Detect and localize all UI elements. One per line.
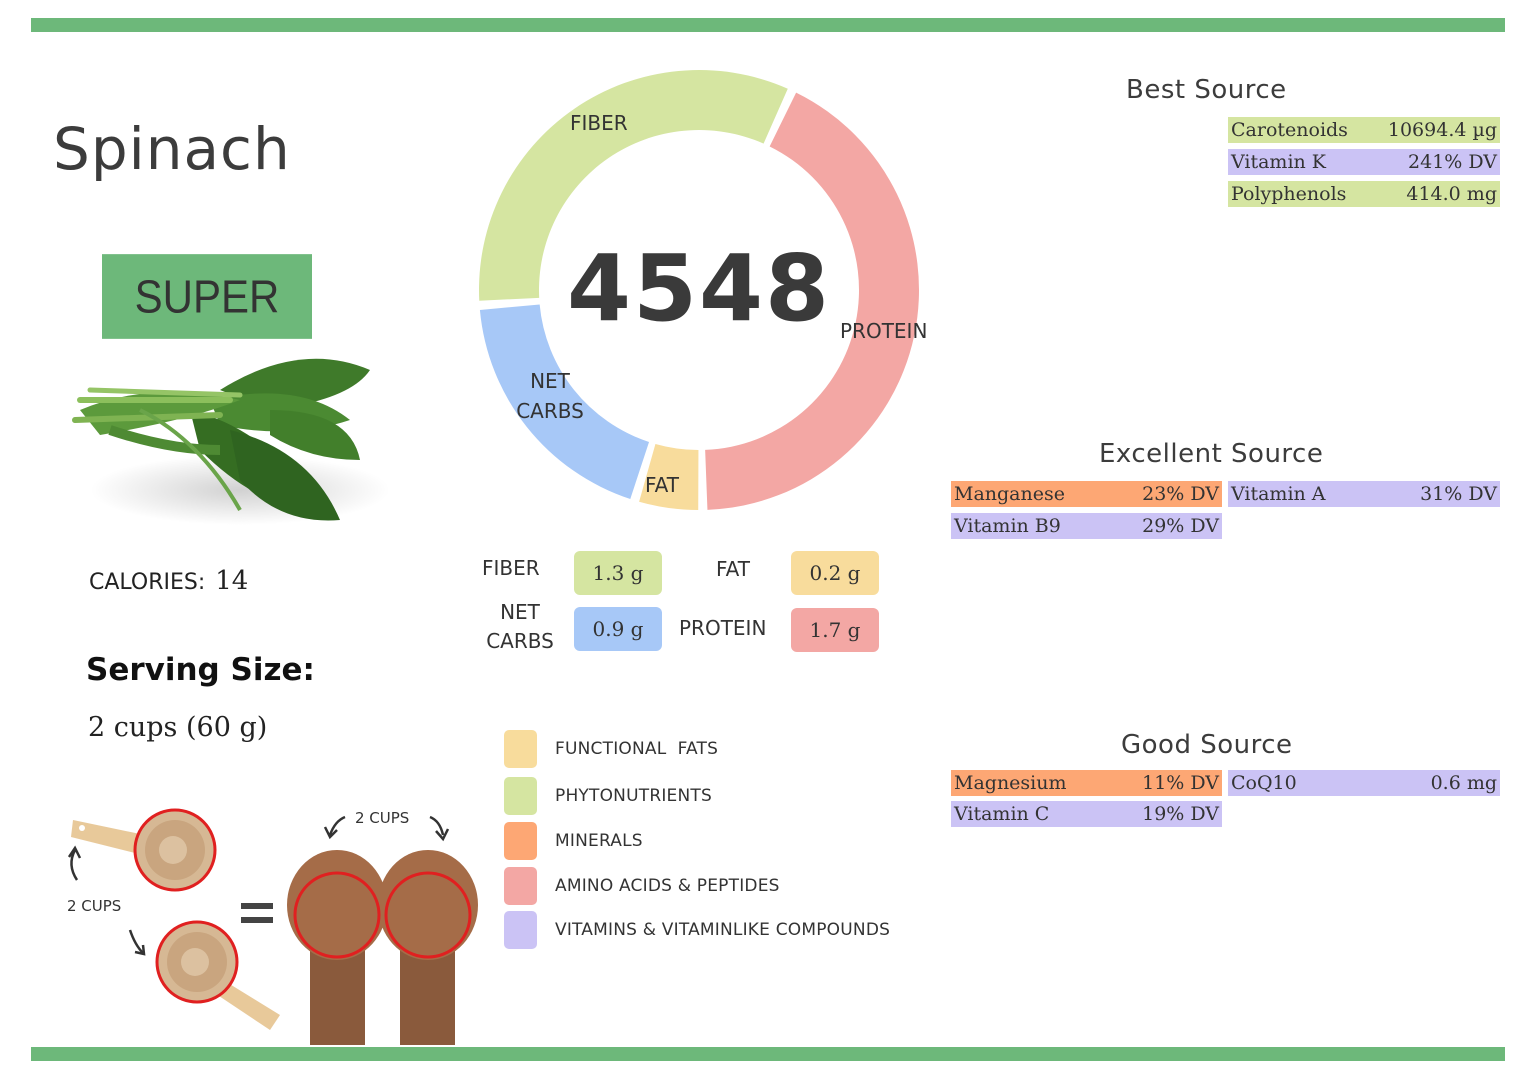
nutrient-row: Manganese 23% DV — [951, 481, 1222, 507]
calories-label: CALORIES: — [89, 570, 206, 595]
legend-label: MINERALS — [555, 831, 643, 851]
nutrient-row: CoQ10 0.6 mg — [1228, 770, 1500, 796]
bottom-accent-bar — [31, 1047, 1505, 1061]
good-source-title: Good Source — [1121, 730, 1293, 760]
donut-label-net-carbs-line2: CARBS — [516, 399, 584, 423]
macro-value-protein: 1.7 g — [791, 608, 879, 652]
legend-item-functional-fats: FUNCTIONAL FATS — [504, 730, 718, 768]
donut-label-net-carbs: NET CARBS — [510, 366, 590, 426]
nutrient-value: 414.0 mg — [1406, 183, 1497, 205]
macro-label-fiber: FIBER — [482, 556, 540, 580]
donut-segment-net-carbs — [479, 304, 650, 499]
legend-item-amino-acids: AMINO ACIDS & PEPTIDES — [504, 867, 780, 905]
legend-swatch — [504, 911, 537, 949]
nutrient-value: 29% DV — [1142, 515, 1219, 537]
nutrient-name: Carotenoids — [1231, 119, 1348, 141]
serving-size-value: 2 cups (60 g) — [88, 712, 268, 743]
nutrient-row: Vitamin B9 29% DV — [951, 513, 1222, 539]
legend-swatch — [504, 822, 537, 860]
donut-label-fiber: FIBER — [570, 111, 628, 135]
donut-segment-fat — [639, 443, 699, 510]
nutrient-row: Vitamin K 241% DV — [1228, 149, 1500, 175]
svg-text:2 CUPS: 2 CUPS — [67, 897, 121, 915]
donut-label-fat: FAT — [645, 473, 680, 497]
donut-center-value: 4548 — [566, 235, 832, 342]
legend-item-vitamins: VITAMINS & VITAMINLIKE COMPOUNDS — [504, 911, 890, 949]
measuring-cup-icon — [155, 920, 280, 1030]
calories-value: 14 — [215, 566, 249, 596]
legend-swatch — [504, 730, 537, 768]
nutrient-name: Vitamin C — [954, 803, 1050, 825]
nutrient-value: 241% DV — [1408, 151, 1497, 173]
hands-icon — [287, 850, 478, 1045]
legend-item-phytonutrients: PHYTONUTRIENTS — [504, 777, 712, 815]
serving-size-title: Serving Size: — [86, 652, 315, 688]
super-badge: SUPER — [102, 254, 312, 339]
legend-swatch — [504, 867, 537, 905]
nutrient-name: Polyphenols — [1231, 183, 1347, 205]
nutrient-row: Magnesium 11% DV — [951, 770, 1222, 796]
legend-label: VITAMINS & VITAMINLIKE COMPOUNDS — [555, 920, 891, 940]
macro-value-fat: 0.2 g — [791, 551, 879, 595]
macro-label-net-carbs: NET CARBS — [484, 598, 556, 656]
nutrient-value: 10694.4 µg — [1387, 119, 1497, 141]
nutrient-name: Vitamin K — [1231, 151, 1326, 173]
nutrient-value: 31% DV — [1420, 483, 1497, 505]
nutrient-row: Carotenoids 10694.4 µg — [1228, 117, 1500, 143]
nutrient-row: Vitamin C 19% DV — [951, 801, 1222, 827]
best-source-title: Best Source — [1126, 75, 1287, 105]
nutrient-row: Polyphenols 414.0 mg — [1228, 181, 1500, 207]
svg-text:2 CUPS: 2 CUPS — [355, 809, 409, 827]
legend-label: FUNCTIONAL FATS — [555, 739, 719, 759]
nutrient-value: 11% DV — [1142, 772, 1219, 794]
nutrient-value: 19% DV — [1142, 803, 1219, 825]
macro-value-net-carbs: 0.9 g — [574, 607, 662, 651]
nutrient-name: CoQ10 — [1231, 772, 1297, 794]
nutrient-name: Magnesium — [954, 772, 1067, 794]
macro-donut-chart — [479, 70, 919, 510]
nutrient-name: Vitamin A — [1231, 483, 1326, 505]
macro-label-net-carbs-line2: CARBS — [486, 629, 554, 653]
nutrient-name: Vitamin B9 — [954, 515, 1061, 537]
donut-segment-protein — [705, 92, 919, 510]
legend-label: PHYTONUTRIENTS — [555, 786, 712, 806]
calories: CALORIES: 14 — [89, 566, 248, 596]
nutrient-name: Manganese — [954, 483, 1065, 505]
nutrient-value: 23% DV — [1142, 483, 1219, 505]
legend-swatch — [504, 777, 537, 815]
spinach-image — [72, 358, 390, 525]
legend-item-minerals: MINERALS — [504, 822, 643, 860]
nutrient-row: Vitamin A 31% DV — [1228, 481, 1500, 507]
measuring-cup-icon — [71, 808, 217, 892]
legend-label: AMINO ACIDS & PEPTIDES — [555, 876, 780, 896]
donut-segment-fiber — [479, 70, 788, 301]
macro-label-net-carbs-line1: NET — [500, 600, 540, 624]
donut-label-net-carbs-line1: NET — [530, 369, 570, 393]
macro-value-fiber: 1.3 g — [574, 551, 662, 595]
macro-label-fat: FAT — [716, 557, 751, 581]
top-accent-bar — [31, 18, 1505, 32]
page-title: Spinach — [53, 115, 291, 183]
serving-illustration: 2 CUPS 2 CUPS — [67, 808, 478, 1045]
excellent-source-title: Excellent Source — [1099, 439, 1324, 469]
macro-label-protein: PROTEIN — [679, 616, 767, 640]
donut-label-protein: PROTEIN — [840, 319, 928, 343]
nutrient-value: 0.6 mg — [1430, 772, 1497, 794]
